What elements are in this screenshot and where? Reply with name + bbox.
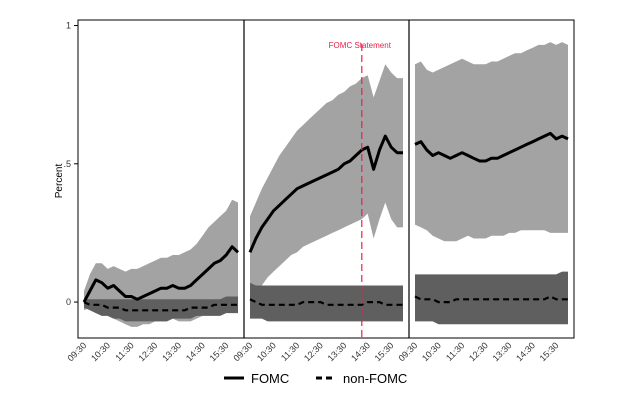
x-tick-label: 10:30 [420,340,443,363]
panel-2 [248,64,403,322]
x-axis-ticks: 09:30 10:30 11:30 12:30 13:30 14:30 15:30 09:30… [65,340,560,363]
nonfomc-confidence-band [84,296,238,322]
fomc-confidence-band [250,64,403,300]
x-tick-label: 11:30 [113,340,136,363]
fomc-series-line [414,131,569,163]
y-axis-label: Percent [54,164,65,199]
legend-fomc-label: FOMC [251,371,289,386]
x-tick-label: 15:30 [208,340,231,363]
y-tick-label: 1 [66,21,71,31]
x-tick-label: 15:30 [373,340,396,363]
x-tick-label: 14:30 [349,340,372,363]
fomc-series-line [248,134,403,253]
y-axis: 0.51 [63,21,78,307]
panel-3 [414,42,569,325]
fomc-statement-label: FOMC Statement [329,41,392,50]
x-tick-label: 12:30 [137,340,160,363]
chart-panels [77,19,575,339]
x-tick-label: 12:30 [302,340,325,363]
y-tick-label: 0 [66,297,71,307]
panel-1 [82,199,240,327]
x-tick-label: 10:30 [255,340,278,363]
x-tick-label: 13:30 [160,340,183,363]
x-tick-label: 13:30 [326,340,349,363]
nonfomc-series-line [83,301,238,312]
fomc-confidence-band [415,42,568,242]
x-tick-label: 15:30 [538,340,561,363]
x-tick-label: 14:30 [184,340,207,363]
nonfomc-confidence-band [250,282,403,322]
legend: FOMC non-FOMC [224,371,407,386]
x-tick-label: 11:30 [444,340,467,363]
fomc-series-line [82,245,240,303]
y-tick-label: .5 [63,159,71,169]
nonfomc-series-line [249,298,403,306]
x-tick-label: 11:30 [279,340,302,363]
plot-frame [77,19,575,339]
x-tick-label: 14:30 [514,340,537,363]
fomc-statement-annotation: FOMC Statement [329,41,392,338]
x-tick-label: 09:30 [396,340,419,363]
x-tick-label: 09:30 [65,340,88,363]
nonfomc-confidence-band [415,271,568,325]
x-tick-label: 12:30 [467,340,490,363]
x-tick-label: 09:30 [231,340,254,363]
x-tick-label: 10:30 [89,340,112,363]
legend-nonfomc-label: non-FOMC [343,371,407,386]
x-tick-label: 13:30 [491,340,514,363]
